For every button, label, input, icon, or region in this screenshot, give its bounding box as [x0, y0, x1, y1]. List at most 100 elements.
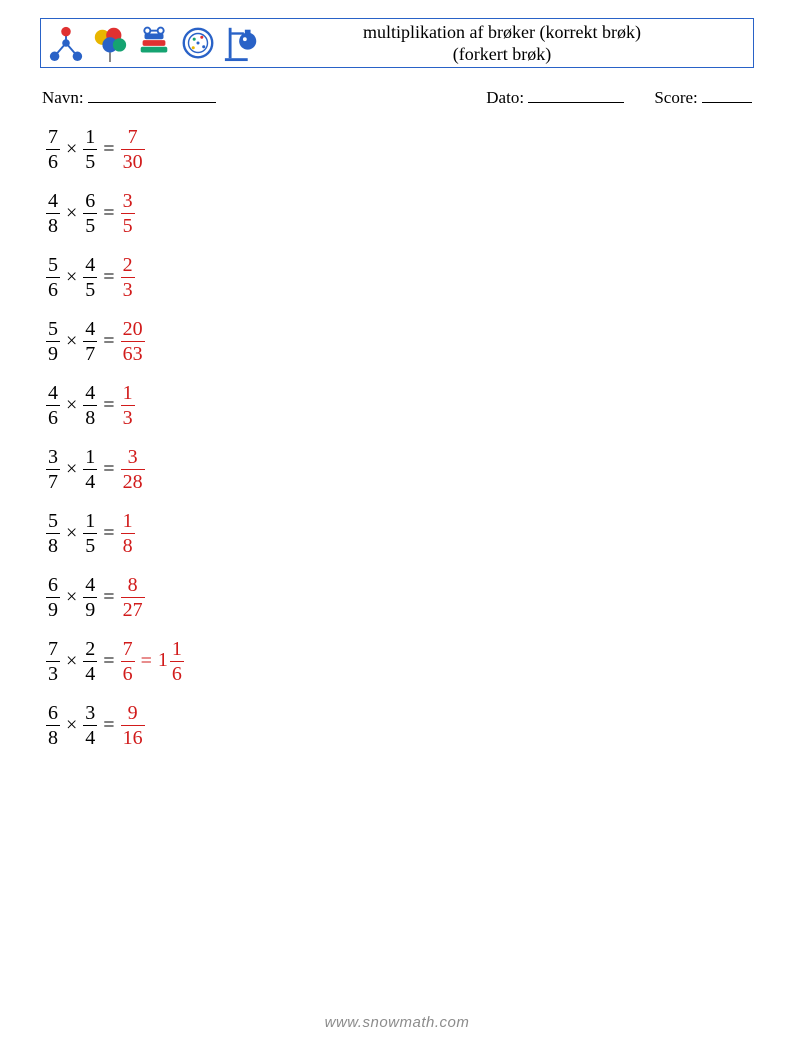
- equals-sign: =: [103, 202, 114, 225]
- times-operator: ×: [66, 202, 77, 225]
- denominator: 5: [83, 536, 97, 556]
- numerator: 2: [121, 255, 135, 275]
- fraction-bar: [83, 725, 97, 726]
- equals-sign: =: [103, 650, 114, 673]
- times-operator: ×: [66, 586, 77, 609]
- fraction-bar: [83, 277, 97, 278]
- fraction: 18: [121, 511, 135, 556]
- denominator: 4: [83, 728, 97, 748]
- denominator: 6: [170, 664, 184, 684]
- name-label: Navn:: [42, 88, 84, 107]
- fraction-bar: [46, 661, 60, 662]
- numerator: 1: [121, 383, 135, 403]
- fraction: 65: [83, 191, 97, 236]
- answer: 2063: [121, 319, 145, 364]
- denominator: 63: [121, 344, 145, 364]
- worksheet-title: multiplikation af brøker (korrekt brøk) …: [261, 19, 753, 68]
- fraction: 15: [83, 511, 97, 556]
- answer: 116: [158, 639, 184, 684]
- fraction-bar: [46, 213, 60, 214]
- score-blank[interactable]: [702, 88, 752, 103]
- denominator: 5: [83, 216, 97, 236]
- fraction-bar: [83, 661, 97, 662]
- fraction-bar: [121, 725, 145, 726]
- fraction: 34: [83, 703, 97, 748]
- equals-sign: =: [103, 394, 114, 417]
- petri-dish-icon: [179, 24, 217, 62]
- title-line-2: (forkert brøk): [261, 43, 743, 66]
- numerator: 3: [126, 447, 140, 467]
- fraction-bar: [121, 533, 135, 534]
- denominator: 8: [46, 728, 60, 748]
- numerator: 1: [170, 639, 184, 659]
- times-operator: ×: [66, 394, 77, 417]
- fraction: 47: [83, 319, 97, 364]
- fraction-bar: [83, 533, 97, 534]
- numerator: 1: [83, 511, 97, 531]
- numerator: 1: [83, 127, 97, 147]
- denominator: 16: [121, 728, 145, 748]
- times-operator: ×: [66, 522, 77, 545]
- fraction-bar: [46, 725, 60, 726]
- numerator: 20: [121, 319, 145, 339]
- times-operator: ×: [66, 330, 77, 353]
- fraction-bar: [121, 469, 145, 470]
- denominator: 8: [46, 216, 60, 236]
- numerator: 7: [46, 639, 60, 659]
- fraction: 730: [121, 127, 145, 172]
- denominator: 6: [46, 408, 60, 428]
- problem-row: 56×45=23: [46, 255, 754, 300]
- times-operator: ×: [66, 458, 77, 481]
- denominator: 9: [46, 600, 60, 620]
- fraction: 35: [121, 191, 135, 236]
- equals-sign: =: [103, 714, 114, 737]
- books-icon: [135, 24, 173, 62]
- fraction: 48: [83, 383, 97, 428]
- answer: 730: [121, 127, 145, 172]
- numerator: 8: [126, 575, 140, 595]
- denominator: 9: [46, 344, 60, 364]
- problem-row: 76×15=730: [46, 127, 754, 172]
- denominator: 27: [121, 600, 145, 620]
- flask-stand-icon: [223, 24, 261, 62]
- denominator: 7: [83, 344, 97, 364]
- name-field: Navn:: [42, 88, 216, 108]
- answer: 23: [121, 255, 135, 300]
- numerator: 7: [121, 639, 135, 659]
- score-field: Score:: [654, 88, 752, 108]
- fraction-bar: [170, 661, 184, 662]
- fraction-bar: [46, 469, 60, 470]
- fraction-bar: [121, 277, 135, 278]
- date-blank[interactable]: [528, 88, 624, 103]
- fraction: 69: [46, 575, 60, 620]
- fraction-bar: [83, 341, 97, 342]
- name-blank[interactable]: [88, 88, 216, 103]
- answer: 827: [121, 575, 145, 620]
- equals-sign: =: [103, 458, 114, 481]
- equals-sign: =: [103, 586, 114, 609]
- fraction-bar: [46, 597, 60, 598]
- footer-watermark: www.snowmath.com: [0, 1014, 794, 1031]
- numerator: 2: [83, 639, 97, 659]
- date-field: Dato:: [486, 88, 624, 108]
- fraction: 59: [46, 319, 60, 364]
- denominator: 8: [121, 536, 135, 556]
- answer: 18: [121, 511, 135, 556]
- fraction-bar: [83, 469, 97, 470]
- date-label: Dato:: [486, 88, 524, 107]
- fraction: 328: [121, 447, 145, 492]
- denominator: 9: [83, 600, 97, 620]
- numerator: 4: [83, 255, 97, 275]
- denominator: 3: [121, 408, 135, 428]
- numerator: 9: [126, 703, 140, 723]
- molecule-icon: [47, 24, 85, 62]
- denominator: 5: [83, 280, 97, 300]
- denominator: 3: [46, 664, 60, 684]
- fraction: 15: [83, 127, 97, 172]
- equals-sign: =: [141, 650, 152, 673]
- denominator: 8: [83, 408, 97, 428]
- fraction: 2063: [121, 319, 145, 364]
- fraction-bar: [46, 277, 60, 278]
- problem-row: 46×48=13: [46, 383, 754, 428]
- meta-row: Navn: Dato: Score:: [42, 88, 752, 108]
